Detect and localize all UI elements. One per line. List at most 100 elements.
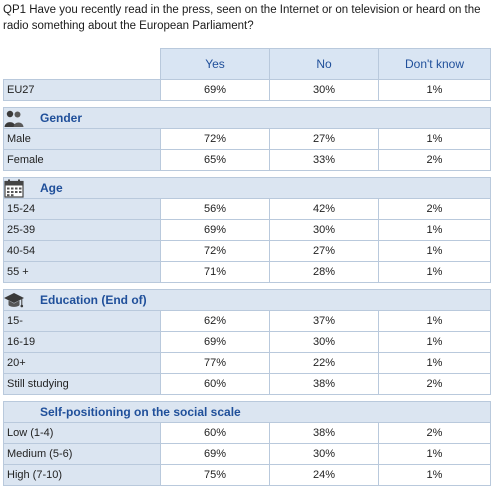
- row-label: 25-39: [3, 219, 161, 241]
- value-dont-know: 1%: [378, 352, 491, 374]
- value-no: 42%: [269, 198, 379, 220]
- table-row: 20+ 77% 22% 1%: [3, 352, 491, 374]
- people-icon: [4, 109, 24, 128]
- calendar-icon: [4, 179, 24, 198]
- table-row: 55 +71% 28% 1%: [3, 261, 491, 283]
- total-row: EU27 69% 30% 1%: [3, 79, 491, 101]
- table-row: 40-54 72% 27% 1%: [3, 240, 491, 262]
- row-label: High (7-10): [3, 464, 161, 486]
- spacer-cell: [3, 170, 491, 178]
- spacer-cell: [3, 282, 491, 290]
- row-label: Female: [3, 149, 161, 171]
- row-label: 15-24: [3, 198, 161, 220]
- value-no: 38%: [269, 422, 379, 444]
- section-title: Education (End of): [40, 293, 147, 307]
- table-row: Female 65% 33% 2%: [3, 149, 491, 171]
- value-dont-know: 1%: [378, 443, 491, 465]
- row-label: EU27: [3, 79, 161, 101]
- row-label: 15-: [3, 310, 161, 332]
- row-label: Medium (5-6): [3, 443, 161, 465]
- value-yes: 71%: [160, 261, 270, 283]
- value-yes: 69%: [160, 443, 270, 465]
- value-no: 28%: [269, 261, 379, 283]
- section-spacer: [3, 170, 491, 178]
- row-label: Low (1-4): [3, 422, 161, 444]
- section-header-cell: Age: [3, 177, 491, 199]
- section-spacer: [3, 282, 491, 290]
- results-table: Yes No Don't know EU27 69% 30% 1% Gender…: [3, 48, 491, 486]
- section-header-row: Age: [3, 177, 491, 199]
- value-dont-know: 1%: [378, 79, 491, 101]
- section-spacer: [3, 394, 491, 402]
- spacer-cell: [3, 394, 491, 402]
- value-no: 38%: [269, 373, 379, 395]
- row-label: Still studying: [3, 373, 161, 395]
- row-label: 20+: [3, 352, 161, 374]
- row-label: Male: [3, 128, 161, 150]
- row-label: 16-19: [3, 331, 161, 353]
- value-yes: 65%: [160, 149, 270, 171]
- value-yes: 72%: [160, 240, 270, 262]
- value-dont-know: 1%: [378, 464, 491, 486]
- table-row: 16-19 69% 30% 1%: [3, 331, 491, 353]
- value-yes: 69%: [160, 219, 270, 241]
- section-header-row: Self-positioning on the social scale: [3, 401, 491, 423]
- header-no: No: [269, 48, 379, 80]
- value-no: 27%: [269, 240, 379, 262]
- value-yes: 72%: [160, 128, 270, 150]
- value-yes: 60%: [160, 373, 270, 395]
- value-yes: 75%: [160, 464, 270, 486]
- value-dont-know: 1%: [378, 128, 491, 150]
- value-no: 37%: [269, 310, 379, 332]
- value-dont-know: 2%: [378, 149, 491, 171]
- section-title: Gender: [40, 111, 83, 125]
- section-header-cell: Gender: [3, 107, 491, 129]
- value-yes: 77%: [160, 352, 270, 374]
- spacer-cell: [3, 100, 491, 108]
- table-row: Medium (5-6) 69% 30% 1%: [3, 443, 491, 465]
- value-no: 30%: [269, 219, 379, 241]
- value-dont-know: 1%: [378, 240, 491, 262]
- value-no: 30%: [269, 79, 379, 101]
- value-no: 27%: [269, 128, 379, 150]
- value-no: 22%: [269, 352, 379, 374]
- value-yes: 69%: [160, 331, 270, 353]
- header-blank-cell: [3, 48, 161, 80]
- row-label: 55 +: [3, 261, 161, 283]
- value-dont-know: 2%: [378, 422, 491, 444]
- value-yes: 56%: [160, 198, 270, 220]
- value-yes: 62%: [160, 310, 270, 332]
- section-spacer: [3, 100, 491, 108]
- section-title: Self-positioning on the social scale: [40, 405, 241, 419]
- table-row: 25-39 69% 30% 1%: [3, 219, 491, 241]
- value-yes: 69%: [160, 79, 270, 101]
- graduation-cap-icon: [4, 291, 24, 310]
- section-title: Age: [40, 181, 63, 195]
- row-label: 40-54: [3, 240, 161, 262]
- value-dont-know: 2%: [378, 198, 491, 220]
- value-no: 30%: [269, 331, 379, 353]
- value-dont-know: 1%: [378, 219, 491, 241]
- value-dont-know: 1%: [378, 310, 491, 332]
- table-row: High (7-10) 75% 24% 1%: [3, 464, 491, 486]
- header-row: Yes No Don't know: [3, 48, 491, 80]
- section-header-row: Gender: [3, 107, 491, 129]
- section-header-cell: Education (End of): [3, 289, 491, 311]
- section-header-cell: Self-positioning on the social scale: [3, 401, 491, 423]
- value-dont-know: 1%: [378, 261, 491, 283]
- value-no: 33%: [269, 149, 379, 171]
- value-dont-know: 2%: [378, 373, 491, 395]
- section-header-row: Education (End of): [3, 289, 491, 311]
- value-yes: 60%: [160, 422, 270, 444]
- header-yes: Yes: [160, 48, 270, 80]
- table-row: Low (1-4) 60% 38% 2%: [3, 422, 491, 444]
- table-row: 15-24 56% 42% 2%: [3, 198, 491, 220]
- table-row: Male 72% 27% 1%: [3, 128, 491, 150]
- table-row: Still studying 60% 38% 2%: [3, 373, 491, 395]
- table-row: 15- 62% 37% 1%: [3, 310, 491, 332]
- question-text: QP1 Have you recently read in the press,…: [3, 4, 481, 32]
- value-no: 24%: [269, 464, 379, 486]
- value-no: 30%: [269, 443, 379, 465]
- value-dont-know: 1%: [378, 331, 491, 353]
- header-dont-know: Don't know: [378, 48, 491, 80]
